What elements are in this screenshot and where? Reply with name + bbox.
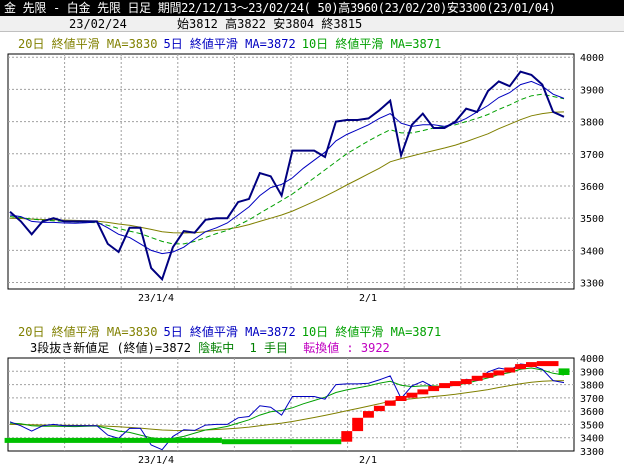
main-plot-ytick: 3300 [580,279,604,290]
up-brick [482,372,494,378]
ohlc-bar: 23/02/24 始3812 高3822 安3804 終3815 [0,16,624,32]
up-brick [373,405,385,412]
down-brick [558,368,570,375]
main-plot-ytick: 3600 [580,182,604,193]
lower-plot-ytick: 3300 [580,447,604,458]
legend-ma5: 5日 終値平滑 MA=3872 [163,37,296,51]
lower-legend-ma20: 20日 終値平滑 MA=3830 [18,325,158,339]
main-plot-ytick: 3900 [580,85,604,96]
up-brick [536,361,559,367]
main-plot-xtick: 23/1/4 [138,293,174,304]
up-brick [493,370,505,376]
up-brick [439,383,450,389]
breakout-prefix: 3段抜き新値足 (終値)=3872 [30,341,192,355]
up-brick [395,396,407,401]
up-brick [504,367,516,373]
lower-legend: 20日 終値平滑 MA=3830 5日 終値平滑 MA=3872 10日 終値平滑 … [18,325,447,339]
main-plot-xtick: 2/1 [359,293,377,304]
up-brick [341,431,353,442]
up-brick [526,362,537,368]
up-brick [363,411,374,418]
main-plot-ytick: 3700 [580,150,604,161]
main-plot-ytick: 4000 [580,53,604,64]
ohlc-date: 23/02/24 [69,17,127,31]
ma5-line [9,80,565,255]
up-brick [515,364,526,370]
ohlc-values: 始3812 高3822 安3804 終3815 [177,17,363,31]
up-brick [406,392,418,398]
lower-plot-ytick: 3700 [580,394,604,405]
chart-title-bar: 金 先限 - 白金 先限 日足 期間22/12/13～23/02/24( 50)… [0,0,624,16]
up-brick [449,381,461,387]
close-line [9,70,565,282]
up-brick [460,379,472,385]
ma20-line [9,111,565,234]
main-plot-ytick: 3500 [580,214,604,225]
down-brick [4,437,222,443]
up-brick [417,389,429,395]
breakout-reversal: 転換値 : 3922 [303,341,390,355]
lower-legend-ma5: 5日 終値平滑 MA=3872 [163,325,296,339]
lower-plot-ytick: 3500 [580,420,604,431]
breakout-info: 3段抜き新値足 (終値)=3872 陰転中 1 手目 転換値 : 3922 [30,341,390,355]
main-series [9,70,565,282]
up-brick [471,375,483,381]
legend-ma10: 10日 終値平滑 MA=3871 [301,37,442,51]
main-plot-ytick: 3400 [580,246,604,257]
lower-plot-ytick: 4000 [580,354,604,365]
ma10-line [9,93,565,245]
lower-ma20-line [9,380,565,432]
lower-plot-ytick: 3600 [580,407,604,418]
down-brick [221,439,342,445]
up-brick [384,400,396,406]
lower-plot-xtick: 23/1/4 [138,455,174,466]
legend-ma20: 20日 終値平滑 MA=3830 [18,37,158,51]
lower-plot-ytick: 3900 [580,367,604,378]
breakout-state: 陰転中 [198,341,235,355]
up-brick [428,386,440,392]
chart-title: 金 先限 - 白金 先限 日足 期間22/12/13～23/02/24( 50)… [4,1,556,15]
breakout-bars [4,361,570,445]
lower-legend-ma10: 10日 終値平滑 MA=3871 [301,325,442,339]
lower-plot-ytick: 3800 [580,381,604,392]
main-legend: 20日 終値平滑 MA=3830 5日 終値平滑 MA=3872 10日 終値平滑 … [18,37,447,51]
main-plot-ytick: 3800 [580,118,604,129]
main-plot-grid [8,54,574,289]
lower-plot-ytick: 3400 [580,434,604,445]
lower-plot-xtick: 2/1 [359,455,377,466]
up-brick [352,417,364,432]
breakout-count: 1 手目 [249,341,288,355]
